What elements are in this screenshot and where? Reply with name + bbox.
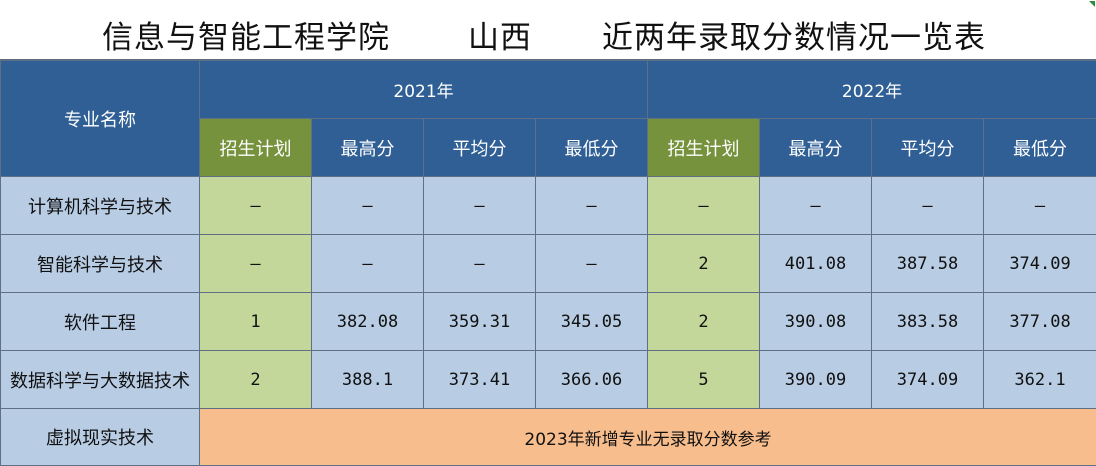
max-2021: –: [312, 177, 424, 235]
major-name: 智能科学与技术: [1, 235, 200, 293]
avg-2021: 373.41: [424, 351, 536, 409]
avg-2022: 374.09: [872, 351, 984, 409]
header-year-2022: 2022年: [648, 61, 1096, 119]
avg-2022: 383.58: [872, 293, 984, 351]
avg-2022: –: [872, 177, 984, 235]
title-province: 山西: [468, 12, 532, 57]
major-name: 计算机科学与技术: [1, 177, 200, 235]
max-2021: 388.1: [312, 351, 424, 409]
title-subject: 近两年录取分数情况一览表: [602, 12, 986, 57]
header-2022-max: 最高分: [760, 119, 872, 177]
avg-2021: –: [424, 235, 536, 293]
min-2021: –: [536, 177, 648, 235]
table-title: 信息与智能工程学院 山西 近两年录取分数情况一览表: [0, 0, 1096, 60]
min-2021: 366.06: [536, 351, 648, 409]
max-2022: 390.09: [760, 351, 872, 409]
header-2021-plan: 招生计划: [200, 119, 312, 177]
plan-2021: 1: [200, 293, 312, 351]
min-2022: 374.09: [984, 235, 1096, 293]
avg-2022: 387.58: [872, 235, 984, 293]
header-2021-max: 最高分: [312, 119, 424, 177]
plan-2022: 2: [648, 293, 760, 351]
title-school: 信息与智能工程学院: [102, 12, 390, 57]
table-row: 软件工程 1 382.08 359.31 345.05 2 390.08 383…: [1, 293, 1096, 351]
min-2022: 362.1: [984, 351, 1096, 409]
plan-2022: 5: [648, 351, 760, 409]
header-2021-avg: 平均分: [424, 119, 536, 177]
header-2021-min: 最低分: [536, 119, 648, 177]
header-major-name: 专业名称: [1, 61, 200, 177]
min-2021: 345.05: [536, 293, 648, 351]
plan-2022: –: [648, 177, 760, 235]
avg-2021: 359.31: [424, 293, 536, 351]
cell-corner-marker-icon: [1089, 1, 1095, 7]
plan-2021: 2: [200, 351, 312, 409]
min-2022: 377.08: [984, 293, 1096, 351]
max-2021: 382.08: [312, 293, 424, 351]
plan-2021: –: [200, 235, 312, 293]
min-2021: –: [536, 235, 648, 293]
new-major-note: 2023年新增专业无录取分数参考: [200, 409, 1096, 466]
min-2022: –: [984, 177, 1096, 235]
table-row: 虚拟现实技术 2023年新增专业无录取分数参考: [1, 409, 1096, 466]
table-row: 智能科学与技术 – – – – 2 401.08 387.58 374.09: [1, 235, 1096, 293]
plan-2022: 2: [648, 235, 760, 293]
header-2022-min: 最低分: [984, 119, 1096, 177]
header-year-2021: 2021年: [200, 61, 648, 119]
table-row: 计算机科学与技术 – – – – – – – –: [1, 177, 1096, 235]
table-row: 数据科学与大数据技术 2 388.1 373.41 366.06 5 390.0…: [1, 351, 1096, 409]
header-2022-avg: 平均分: [872, 119, 984, 177]
max-2022: 390.08: [760, 293, 872, 351]
plan-2021: –: [200, 177, 312, 235]
major-name: 软件工程: [1, 293, 200, 351]
major-name: 数据科学与大数据技术: [1, 351, 200, 409]
max-2022: 401.08: [760, 235, 872, 293]
major-name: 虚拟现实技术: [1, 409, 200, 466]
header-2022-plan: 招生计划: [648, 119, 760, 177]
max-2021: –: [312, 235, 424, 293]
max-2022: –: [760, 177, 872, 235]
admission-score-table: 专业名称 2021年 2022年 招生计划 最高分 平均分 最低分 招生计划 最…: [0, 60, 1096, 466]
avg-2021: –: [424, 177, 536, 235]
